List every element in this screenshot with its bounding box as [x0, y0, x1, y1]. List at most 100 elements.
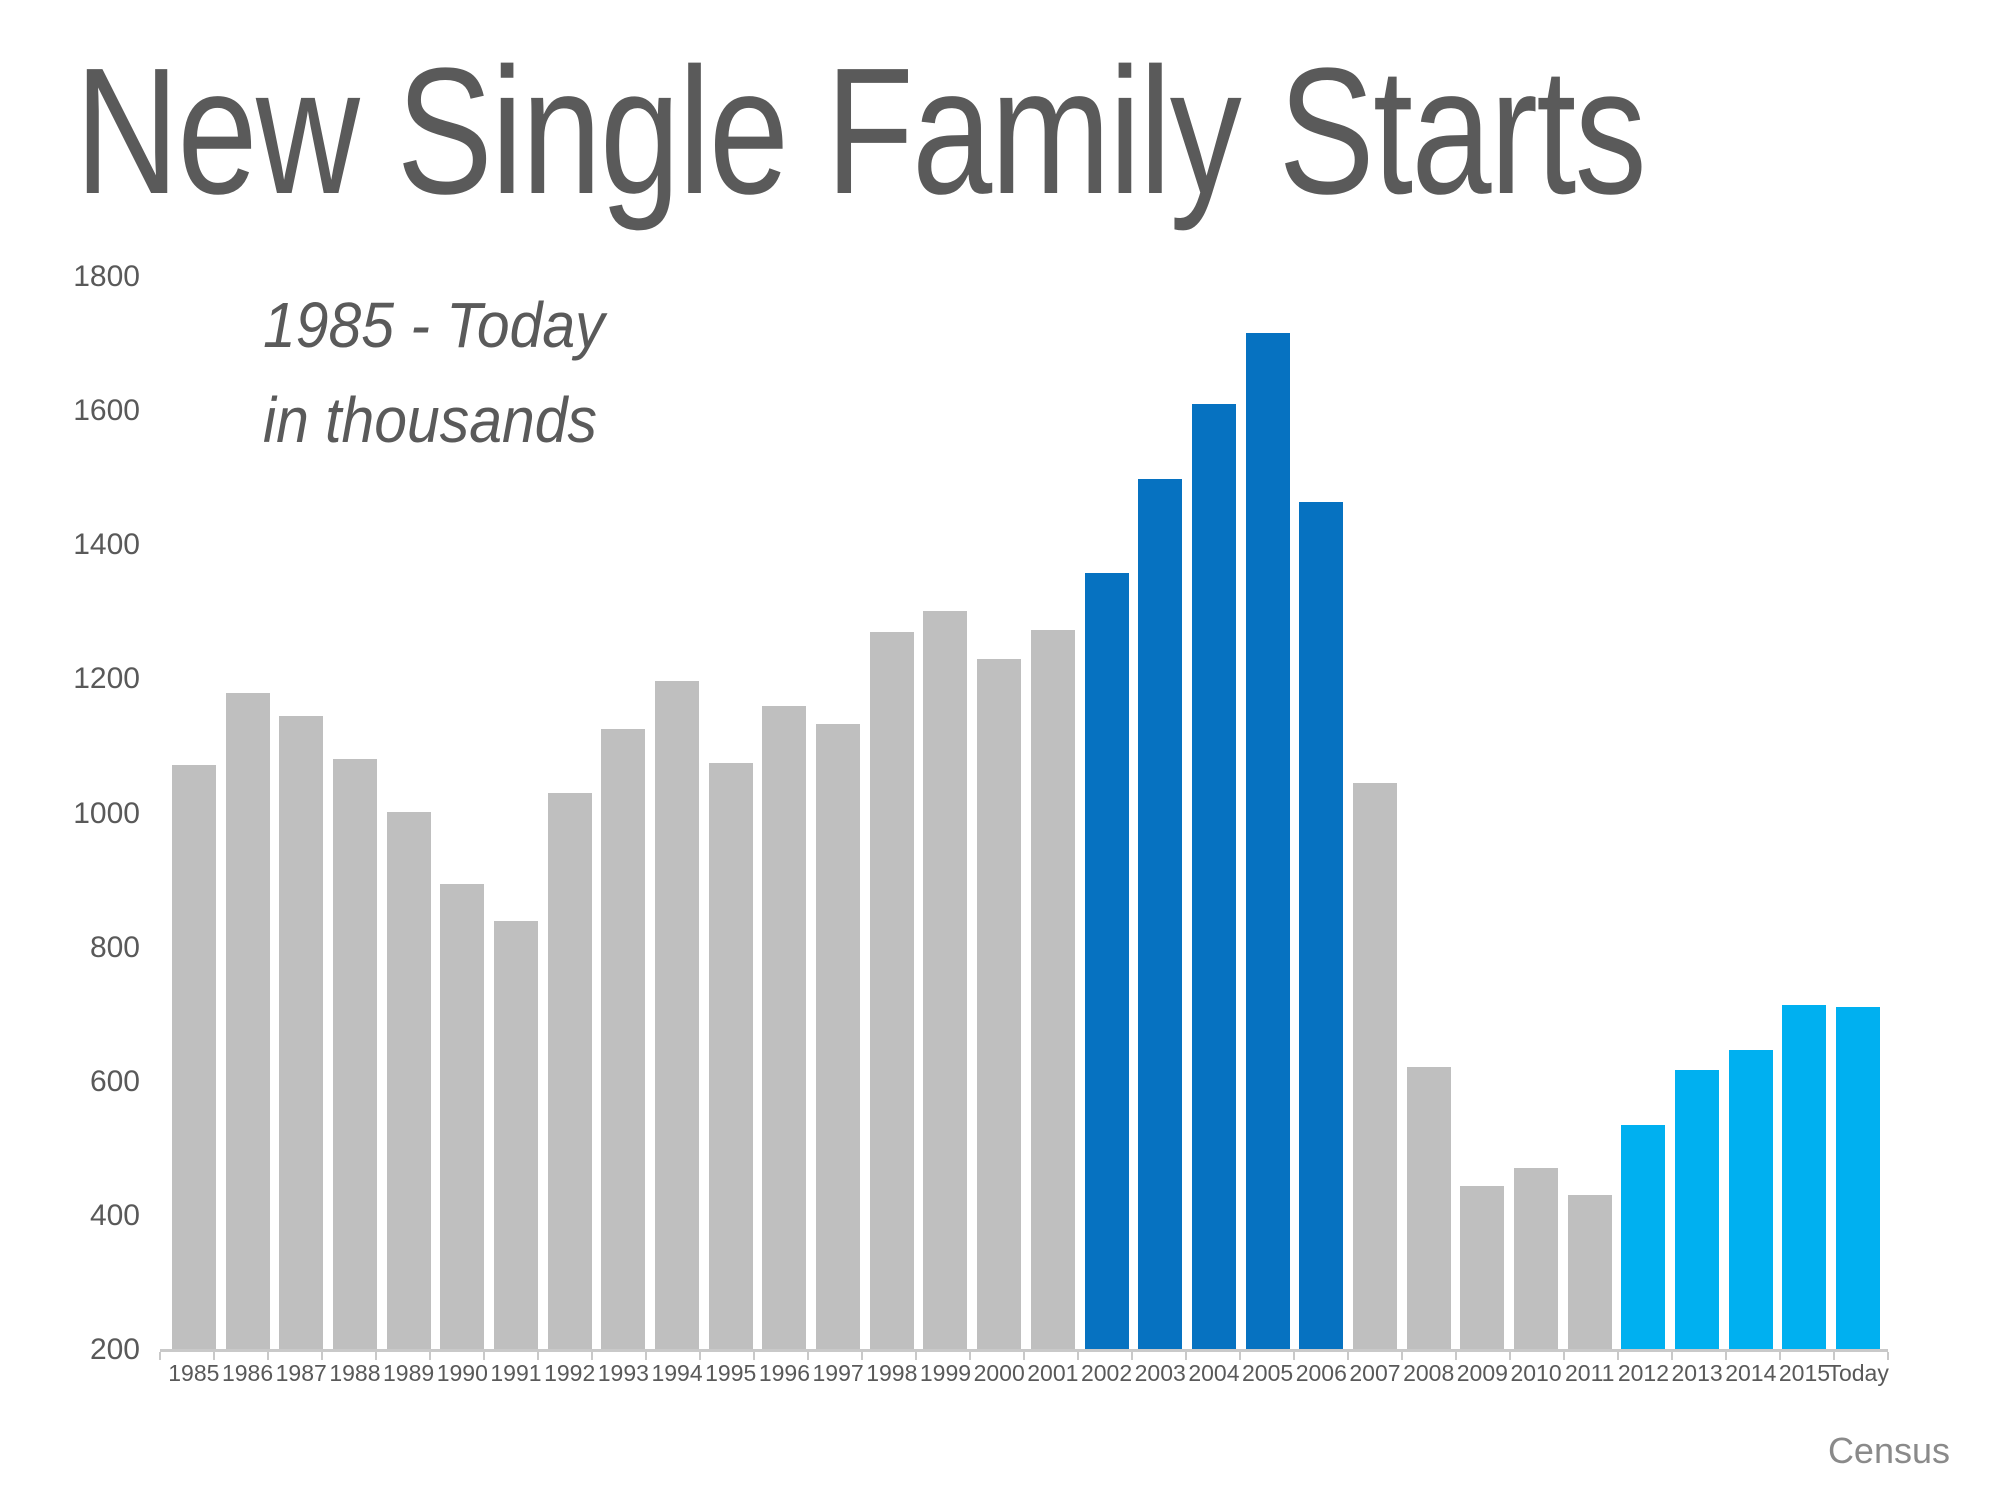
axis-tick [483, 1352, 485, 1360]
y-tick-label-1800: 1800 [73, 260, 140, 293]
chart-subtitle: 1985 - Today in thousands [263, 278, 605, 467]
x-label-1987: 1987 [275, 1360, 327, 1386]
bar-1988 [332, 759, 377, 1350]
axis-tick [753, 1352, 755, 1360]
axis-tick [915, 1352, 917, 1360]
x-label-2007: 2007 [1349, 1360, 1401, 1386]
bar-2011 [1567, 1195, 1612, 1350]
axis-tick [1779, 1352, 1781, 1360]
plot-area [167, 277, 1885, 1350]
axis-tick [969, 1352, 971, 1360]
y-tick-label-1000: 1000 [73, 796, 140, 830]
bar-1996 [762, 705, 807, 1350]
y-tick-label-800: 800 [89, 930, 140, 964]
x-label-1993: 1993 [597, 1360, 649, 1386]
bar-2007 [1352, 782, 1397, 1350]
x-label-1989: 1989 [383, 1360, 435, 1386]
bar-1987 [279, 715, 324, 1350]
bar-1998 [869, 631, 914, 1350]
bar-slot-1986 [221, 277, 275, 1350]
axis-tick [1239, 1352, 1241, 1360]
bar-slot-2001 [1026, 277, 1080, 1350]
bar-2003 [1138, 478, 1183, 1350]
x-label-2000: 2000 [973, 1360, 1025, 1386]
bar-2015 [1782, 1004, 1827, 1350]
bar-1986 [225, 693, 270, 1350]
bar-2004 [1191, 403, 1236, 1350]
axis-tick [1887, 1352, 1889, 1360]
bar-slot-1990 [435, 277, 489, 1350]
axis-tick [1293, 1352, 1295, 1360]
bar-slot-1999 [919, 277, 973, 1350]
x-label-2001: 2001 [1027, 1360, 1079, 1386]
bar-slot-2007 [1348, 277, 1402, 1350]
axis-tick [1671, 1352, 1673, 1360]
bar-slot-2000 [972, 277, 1026, 1350]
x-label-2010: 2010 [1510, 1360, 1562, 1386]
bar-2008 [1406, 1067, 1451, 1350]
y-tick-label-400: 400 [89, 1198, 140, 1232]
bar-slot-Today [1831, 277, 1885, 1350]
axis-tick [591, 1352, 593, 1360]
bar-1997 [816, 723, 861, 1350]
x-label-2013: 2013 [1671, 1360, 1723, 1386]
bar-2000 [977, 658, 1022, 1350]
bar-slot-1994 [650, 277, 704, 1350]
x-label-2008: 2008 [1403, 1360, 1455, 1386]
y-tick-label-200: 200 [89, 1333, 140, 1366]
x-axis-labels: 1985 1986 1987 1988 1989 1990 1991 1992 1993 1994… [167, 1360, 1889, 1390]
bar-1999 [923, 610, 968, 1350]
axis-tick [1455, 1352, 1457, 1360]
bar-slot-2011 [1563, 277, 1617, 1350]
x-label-1988: 1988 [329, 1360, 381, 1386]
axis-tick [1617, 1352, 1619, 1360]
bar-1991 [493, 920, 538, 1350]
y-tick-label-1600: 1600 [73, 394, 140, 428]
axis-tick [1023, 1352, 1025, 1360]
x-label-2015: 2015 [1778, 1360, 1831, 1386]
bar-1992 [547, 793, 592, 1350]
bar-2014 [1728, 1049, 1773, 1350]
bar-slot-2012 [1617, 277, 1671, 1350]
y-tick-label-1400: 1400 [73, 528, 140, 562]
x-label-1994: 1994 [651, 1360, 703, 1386]
bar-slot-2013 [1670, 277, 1724, 1350]
bar-slot-2014 [1724, 277, 1778, 1350]
bar-slot-2002 [1080, 277, 1134, 1350]
axis-tick [1725, 1352, 1727, 1360]
chart-subtitle-line1: 1985 - Today [263, 289, 605, 361]
x-label-Today: Today [1827, 1360, 1889, 1386]
x-label-2011: 2011 [1564, 1360, 1615, 1386]
bar-slot-2010 [1509, 277, 1563, 1350]
x-label-2006: 2006 [1295, 1360, 1347, 1386]
bar-2010 [1514, 1168, 1559, 1350]
x-label-2012: 2012 [1617, 1360, 1669, 1386]
axis-tick [1077, 1352, 1079, 1360]
y-tick-label-600: 600 [89, 1064, 140, 1098]
x-label-1997: 1997 [812, 1360, 864, 1386]
bar-slot-2004 [1187, 277, 1241, 1350]
axis-tick [159, 1352, 161, 1360]
bar-1993 [601, 729, 646, 1350]
axis-tick [807, 1352, 809, 1360]
x-label-2009: 2009 [1456, 1360, 1508, 1386]
bar-2013 [1675, 1069, 1720, 1350]
axis-tick [1833, 1352, 1835, 1360]
x-label-1999: 1999 [919, 1360, 972, 1386]
axis-tick [1131, 1352, 1133, 1360]
y-axis: 1800 1600 1400 1200 1000 800 600 400 200 [0, 261, 148, 1366]
bar-series [167, 277, 1885, 1350]
axis-tick [375, 1352, 377, 1360]
bar-2005 [1245, 333, 1290, 1350]
bar-1985 [171, 765, 216, 1350]
bar-1990 [440, 883, 485, 1350]
chart-title: New Single Family Starts [75, 31, 1647, 232]
axis-tick [1347, 1352, 1349, 1360]
bar-slot-1997 [811, 277, 865, 1350]
bar-slot-1995 [704, 277, 758, 1350]
x-label-1998: 1998 [866, 1360, 918, 1386]
bar-slot-1989 [382, 277, 436, 1350]
x-axis-line [159, 1349, 1889, 1360]
bar-1994 [655, 680, 700, 1350]
bar-2009 [1460, 1185, 1505, 1350]
